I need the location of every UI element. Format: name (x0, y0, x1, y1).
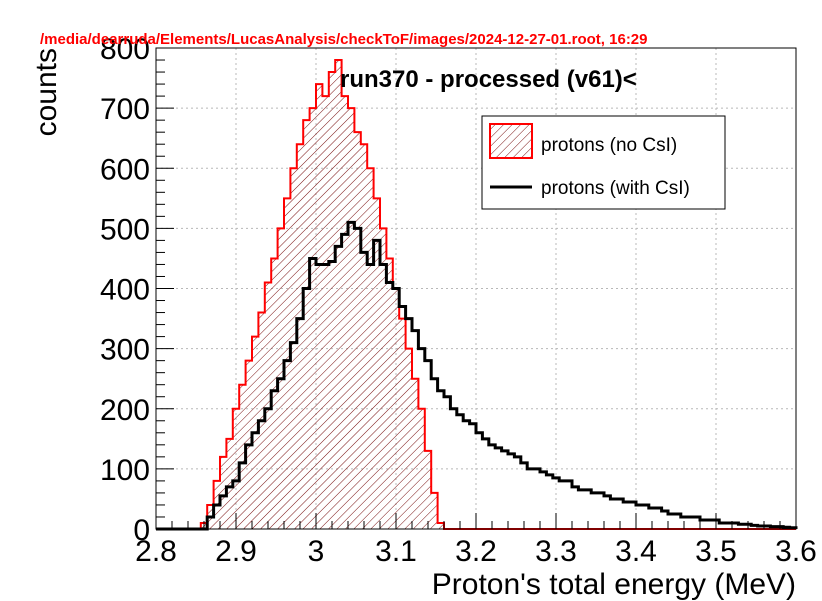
x-axis-title: Proton's total energy (MeV) (432, 568, 796, 601)
y-tick-label: 0 (133, 514, 150, 547)
y-axis-title: counts (30, 48, 63, 136)
x-tick-label: 2.9 (215, 535, 257, 568)
x-tick-label: 2.8 (135, 535, 177, 568)
legend-swatch-no-csi (489, 123, 533, 159)
x-tick-label: 3.3 (535, 535, 577, 568)
y-tick-label: 700 (100, 93, 150, 126)
x-tick-label: 3.4 (615, 535, 657, 568)
y-tick-label: 500 (100, 213, 150, 246)
series-protons-with-csi (156, 220, 798, 531)
chart-title: run370 - processed (v61)< (340, 66, 637, 93)
x-tick-label: 3.5 (695, 535, 737, 568)
x-tick-label: 3.2 (455, 535, 497, 568)
y-tick-label: 600 (100, 153, 150, 186)
legend-label-with-csi: protons (with CsI) (541, 178, 690, 199)
y-tick-label: 300 (100, 334, 150, 367)
axis-ticks (155, 47, 797, 530)
y-tick-label: 200 (100, 394, 150, 427)
legend-label-no-csi: protons (no CsI) (541, 135, 677, 156)
x-tick-label: 3 (308, 535, 325, 568)
y-tick-label: 800 (100, 33, 150, 66)
y-tick-label: 100 (100, 454, 150, 487)
y-tick-labels: 0 100 200 300 400 500 600 700 800 (100, 33, 150, 547)
file-path-label: /media/dearruda/Elements/LucasAnalysis/c… (40, 31, 648, 48)
y-tick-label: 400 (100, 274, 150, 307)
x-tick-labels: 2.8 2.9 3 3.1 3.2 3.3 3.4 3.5 3.6 (135, 535, 817, 568)
legend: protons (no CsI) protons (with CsI) (481, 115, 726, 210)
x-tick-label: 3.6 (775, 535, 817, 568)
x-tick-label: 3.1 (375, 535, 417, 568)
